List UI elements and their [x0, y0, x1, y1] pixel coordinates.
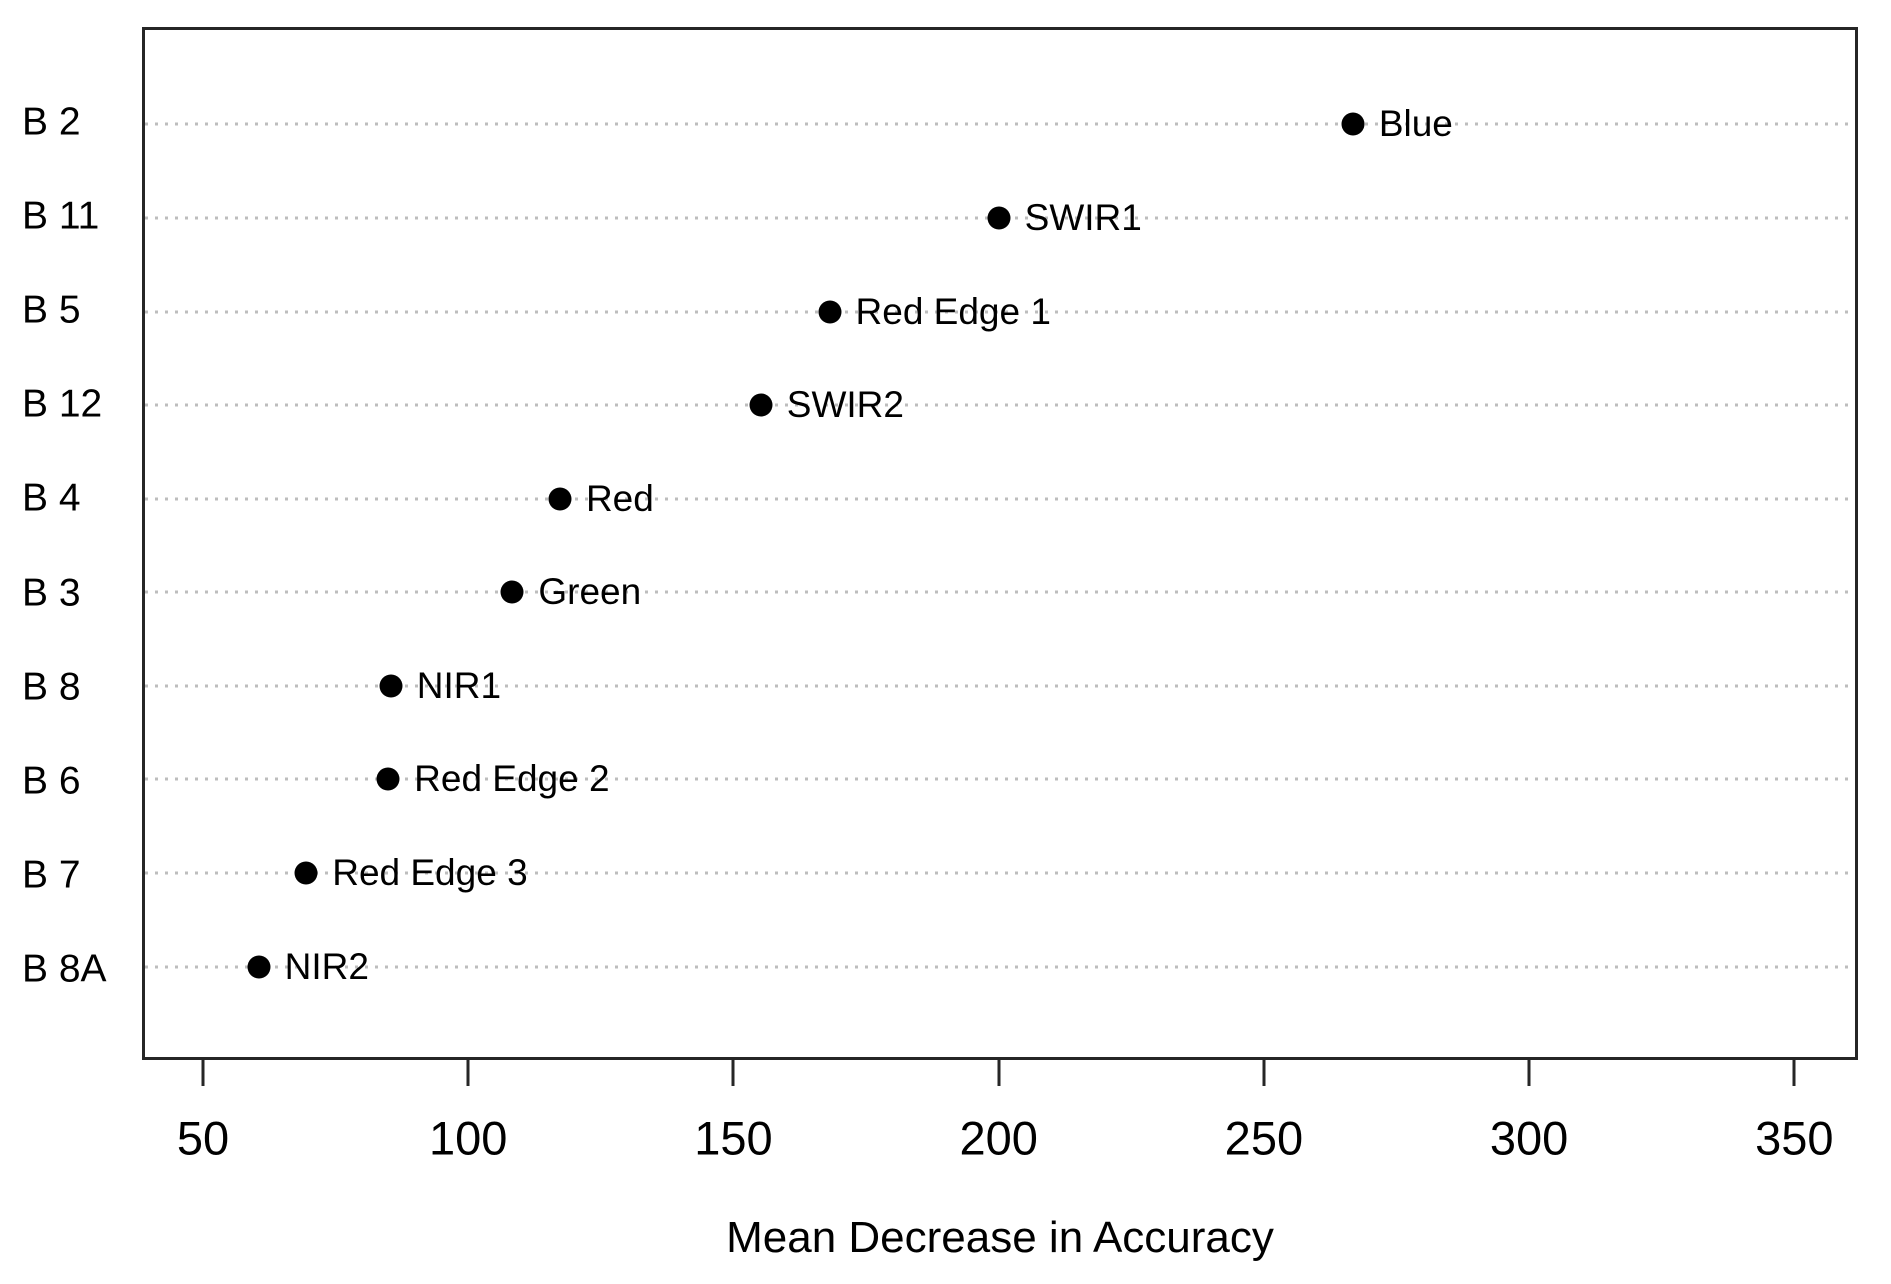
rows-layer: Blue SWIR1 Red Edge 1 SWIR2 Red Green NIR1 Red …: [145, 30, 1855, 1057]
x-tick-mark: [1792, 1060, 1796, 1086]
gridline: [145, 590, 1855, 594]
data-point: [379, 674, 403, 698]
x-tick-mark: [1527, 1060, 1531, 1086]
y-axis-label: B 6: [22, 759, 81, 803]
point-label: SWIR1: [1024, 196, 1142, 238]
gridline: [145, 684, 1855, 688]
y-axis-label: B 8A: [22, 947, 107, 991]
x-tick-label: 200: [959, 1111, 1038, 1165]
y-axis-label: B 5: [22, 288, 81, 332]
x-tick-label: 50: [176, 1111, 230, 1165]
gridline: [145, 965, 1855, 969]
x-tick-mark: [1262, 1060, 1266, 1086]
x-tick-mark: [466, 1060, 470, 1086]
data-point: [548, 487, 572, 511]
y-axis-label: B 4: [22, 476, 81, 520]
data-point: [749, 393, 773, 417]
x-tick-mark: [731, 1060, 735, 1086]
data-point: [818, 300, 842, 324]
y-axis-label: B 7: [22, 853, 81, 897]
point-label: SWIR2: [786, 383, 904, 425]
data-point: [987, 206, 1011, 230]
y-axis-label: B 2: [22, 100, 81, 144]
gridline: [145, 310, 1855, 314]
gridline: [145, 871, 1855, 875]
point-label: NIR1: [416, 664, 502, 706]
point-label: Red Edge 3: [332, 851, 528, 893]
x-axis-title: Mean Decrease in Accuracy: [726, 1213, 1274, 1262]
point-label: NIR2: [284, 945, 369, 987]
plot-area: Blue SWIR1 Red Edge 1 SWIR2 Red Green NIR1 Red …: [142, 27, 1858, 1060]
x-tick-label: 350: [1755, 1111, 1834, 1165]
data-point: [376, 767, 400, 791]
point-label: Blue: [1378, 103, 1453, 145]
point-label: Red: [585, 477, 654, 519]
y-axis-label: B 12: [22, 382, 103, 426]
point-label: Red Edge 2: [414, 758, 610, 800]
data-point: [294, 861, 318, 885]
point-label: Red Edge 1: [855, 290, 1051, 332]
x-tick-label: 250: [1224, 1111, 1304, 1165]
gridline: [145, 497, 1855, 501]
data-point: [1341, 112, 1365, 136]
point-label: Green: [538, 571, 642, 613]
y-axis-label: B 8: [22, 665, 81, 709]
gridline: [145, 122, 1855, 126]
y-axis-label: B 11: [22, 194, 100, 238]
x-tick-mark: [997, 1060, 1001, 1086]
y-axis-label: B 3: [22, 571, 81, 615]
x-tick-label: 300: [1489, 1111, 1569, 1165]
data-point: [500, 580, 524, 604]
gridline: [145, 777, 1855, 781]
x-tick-mark: [201, 1060, 205, 1086]
x-tick-label: 150: [694, 1111, 773, 1165]
data-point: [247, 955, 271, 979]
x-tick-label: 100: [429, 1111, 508, 1165]
gridline: [145, 403, 1855, 407]
